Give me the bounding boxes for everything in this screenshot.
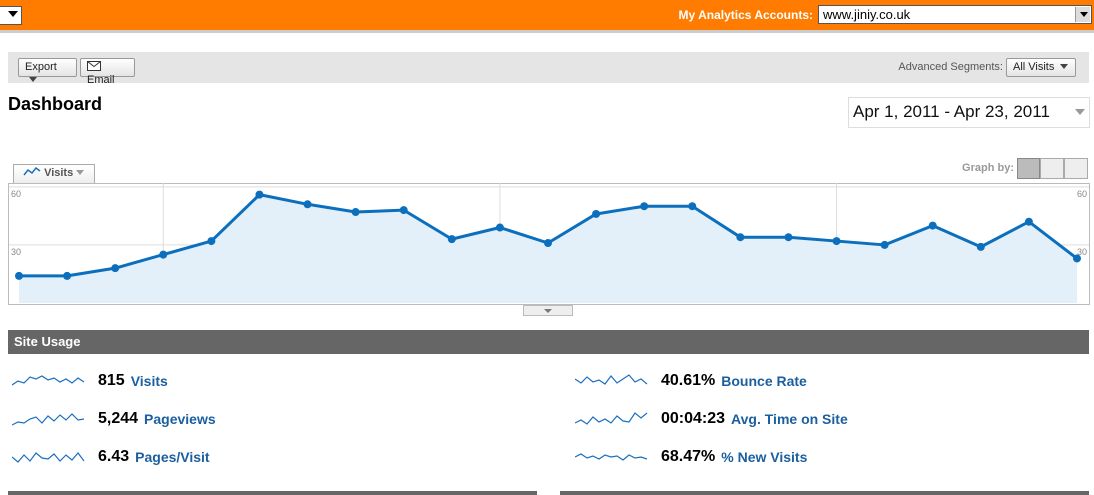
export-button[interactable]: Export — [18, 58, 77, 82]
sparkline — [12, 375, 85, 386]
point — [880, 240, 889, 249]
point — [688, 202, 697, 211]
point — [832, 237, 841, 246]
graph-by-buttons — [1017, 158, 1089, 179]
metric-label[interactable]: Pageviews — [144, 411, 216, 427]
metric-value: 5,244 — [98, 410, 139, 427]
top-bar-border — [0, 30, 1094, 33]
sparkline-line — [12, 452, 85, 463]
metric-label[interactable]: Pages/Visit — [135, 449, 210, 465]
point — [351, 208, 360, 217]
sparkline — [575, 412, 648, 425]
segment-text: All Visits — [1013, 61, 1055, 73]
metric-value: 68.47% — [661, 448, 716, 465]
metric-label[interactable]: % New Visits — [721, 449, 808, 465]
sparkline — [575, 374, 648, 385]
account-name: www.jiniy.co.uk — [823, 7, 911, 22]
segments-label: Advanced Segments: — [898, 61, 1003, 73]
segment-select[interactable]: All Visits — [1006, 58, 1076, 77]
sparkline-line — [12, 413, 85, 426]
metric-value: 6.43 — [98, 448, 130, 465]
chart-toggle-arrow — [544, 309, 552, 313]
point — [63, 271, 72, 280]
accounts-label: My Analytics Accounts: — [678, 8, 813, 22]
point — [1024, 217, 1033, 226]
export-text: Export — [25, 61, 57, 73]
metric-label[interactable]: Visits — [130, 373, 168, 389]
date-range-text: Apr 1, 2011 - Apr 23, 2011 — [853, 102, 1050, 121]
point — [207, 237, 216, 246]
point — [928, 221, 937, 230]
graph-month-button[interactable] — [1064, 158, 1088, 179]
point — [544, 239, 552, 247]
chart: 30603060Apr 4Apr 11Apr 18 — [8, 183, 1090, 316]
point — [784, 233, 793, 242]
metric-label[interactable]: Avg. Time on Site — [731, 411, 848, 427]
metric: 815 Visits — [12, 369, 168, 393]
y-tick-label: 30 — [11, 247, 21, 257]
account-select[interactable]: www.jiniy.co.uk — [818, 5, 1092, 24]
toolbar — [8, 52, 1089, 83]
tab-icon — [23, 166, 41, 176]
site-select[interactable] — [0, 6, 22, 25]
point — [592, 209, 601, 218]
panel-header — [560, 491, 1089, 495]
metric: 00:04:23 Avg. Time on Site — [575, 407, 848, 431]
y2-tick-label: 30 — [1077, 247, 1087, 257]
y2-tick-label: 60 — [1077, 189, 1087, 199]
point — [736, 233, 745, 242]
email-text: Email — [87, 74, 115, 86]
point — [303, 200, 312, 209]
point — [495, 223, 504, 232]
metric-label[interactable]: Bounce Rate — [721, 373, 807, 389]
point — [976, 242, 985, 251]
metric: 40.61% Bounce Rate — [575, 369, 807, 393]
email-icon — [87, 61, 101, 71]
graph-week-button[interactable] — [1040, 158, 1064, 179]
sparkline — [12, 452, 85, 463]
point — [447, 235, 456, 244]
area — [19, 194, 1077, 303]
point — [111, 264, 120, 273]
panel-header — [8, 491, 537, 495]
graph-by-label: Graph by: — [962, 162, 1014, 174]
metric: 5,244 Pageviews — [12, 407, 216, 431]
metric-value: 40.61% — [661, 372, 716, 389]
sparkline-line — [575, 412, 648, 425]
y-tick-label: 60 — [11, 189, 21, 199]
point — [1073, 254, 1081, 263]
site-usage-header: Site Usage — [8, 330, 1089, 354]
sparkline — [575, 453, 648, 461]
page-title: Dashboard — [8, 94, 103, 114]
legend-entry: Visits — [44, 167, 74, 179]
point — [255, 190, 264, 199]
metric-tab[interactable]: Visits — [13, 164, 95, 183]
sparkline-line — [12, 375, 85, 386]
metric: 68.47% % New Visits — [575, 445, 807, 469]
point — [399, 206, 408, 215]
point — [640, 202, 649, 211]
metric-value: 815 — [98, 372, 125, 389]
graph-day-button[interactable] — [1017, 158, 1040, 179]
point — [15, 271, 23, 280]
point — [159, 250, 168, 259]
email-button[interactable]: Email — [80, 58, 135, 86]
metric: 6.43 Pages/Visit — [12, 445, 210, 469]
metric-value: 00:04:23 — [661, 410, 726, 427]
sparkline — [12, 413, 85, 426]
date-range[interactable]: Apr 1, 2011 - Apr 23, 2011 — [848, 97, 1090, 128]
sparkline-line — [575, 453, 648, 461]
sparkline-line — [575, 374, 648, 385]
